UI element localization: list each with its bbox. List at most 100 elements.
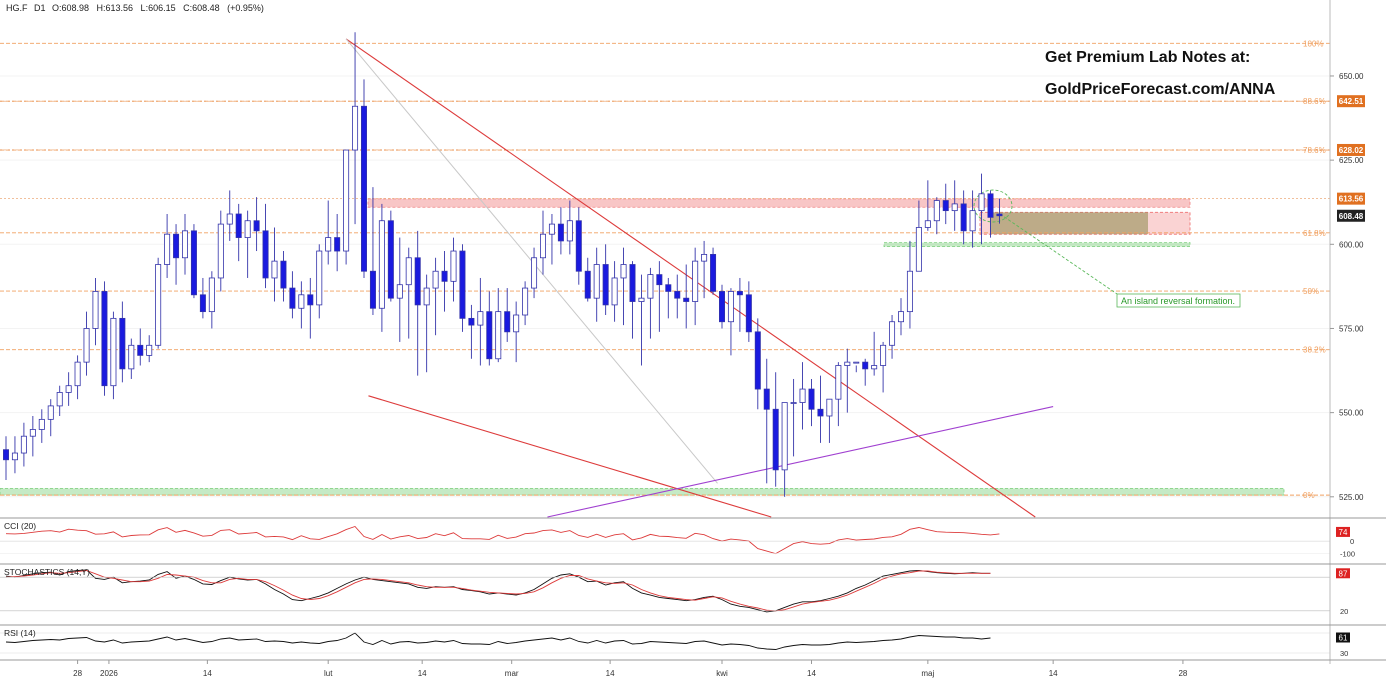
candles-layer [3,32,1003,497]
x-tick-label: 14 [418,669,427,678]
candle [217,210,224,292]
rsi-panel-title: RSI (14) [4,628,36,638]
x-tick-label: kwi [716,669,728,678]
candle [629,261,636,339]
x-tick-label: lut [324,669,333,678]
candle-body [173,233,180,259]
candle [477,277,484,366]
cci-value-label: 74 [1339,528,1348,537]
stoch-series-line [5,570,991,612]
candle [710,247,717,295]
candle-body [226,213,233,225]
candle [181,214,188,275]
candle-body [119,317,126,370]
candle [522,281,529,326]
price-tag-box [1337,209,1365,222]
lower-channel-line [368,395,772,518]
x-tick-label: 28 [1178,669,1187,678]
candle [146,335,153,363]
candle [933,197,940,235]
rsi-series-line [5,632,991,650]
candle-body [387,220,394,299]
cci-panel-title: CCI (20) [4,521,36,531]
rsi-value-label: 61 [1339,634,1348,643]
candle-body [423,287,430,306]
candle-body [629,264,636,302]
candle-body [271,260,278,279]
candle [110,311,117,400]
ohlc-label: O:608.98 H:613.56 L:606.15 C:608.48 (+0.… [52,3,264,13]
candle-body [763,388,770,410]
candle [719,284,726,329]
candle-body [602,264,609,306]
candle [164,214,171,278]
candle-body [56,392,63,407]
candle [853,361,860,373]
candle [262,203,269,289]
cci-axis-label: -100 [1340,550,1355,559]
candle-body [727,291,734,323]
candle [343,149,350,265]
candle [656,261,663,332]
price-tick-label: 600.00 [1339,240,1364,249]
candle [11,436,18,474]
x-tick-label: maj [921,669,934,678]
candle [942,183,949,225]
price-tag-box [1337,192,1365,205]
candle-body [978,193,985,212]
candle-body [522,287,529,316]
rsi-axis-label: 30 [1340,649,1348,658]
cci-series-line [5,525,1000,555]
candle [65,372,72,406]
candle [396,237,403,342]
candle-body [128,344,135,370]
fib-label: 100% [1303,39,1323,48]
price-tag-label: 613.56 [1339,195,1364,204]
candle-body [334,237,341,252]
candle [378,203,385,332]
candle [754,318,761,410]
candle-body [772,408,779,471]
candle [915,200,922,272]
candle [468,304,475,359]
candle [584,257,591,302]
candle [871,331,878,376]
candle-body [199,294,206,313]
price-tag-label: 642.51 [1339,97,1364,106]
candle-body [853,361,860,364]
candle [56,385,63,416]
candle-body [835,365,842,400]
zone-base [0,487,1285,496]
candle-body [790,402,797,404]
fib-label: 0% [1303,491,1315,500]
candle-body [47,405,54,420]
candle-body [924,220,931,228]
candle-body [83,328,90,363]
candle [620,247,627,326]
x-tick-label: 28 [73,669,82,678]
candle-body [244,220,251,238]
stoch-axis-label: 20 [1340,607,1348,616]
candle [665,277,672,319]
zone-support [883,242,1191,248]
candle [611,261,618,322]
candle-body [432,270,439,289]
candle-body [316,250,323,306]
stoch-panel-title: STOCHASTICS (14,Y) [4,567,90,577]
candle [235,203,242,262]
zones-layer [0,198,1285,496]
cci-value-box [1336,526,1350,537]
candle [763,358,770,484]
candle [987,190,994,238]
candle [271,227,278,302]
candle-body [146,344,153,356]
candle-body [504,311,511,333]
candle-body [817,408,824,417]
candle [889,315,896,359]
candle-body [396,284,403,299]
candle [83,311,90,376]
candle-body [960,203,967,232]
candle-body [414,257,421,306]
